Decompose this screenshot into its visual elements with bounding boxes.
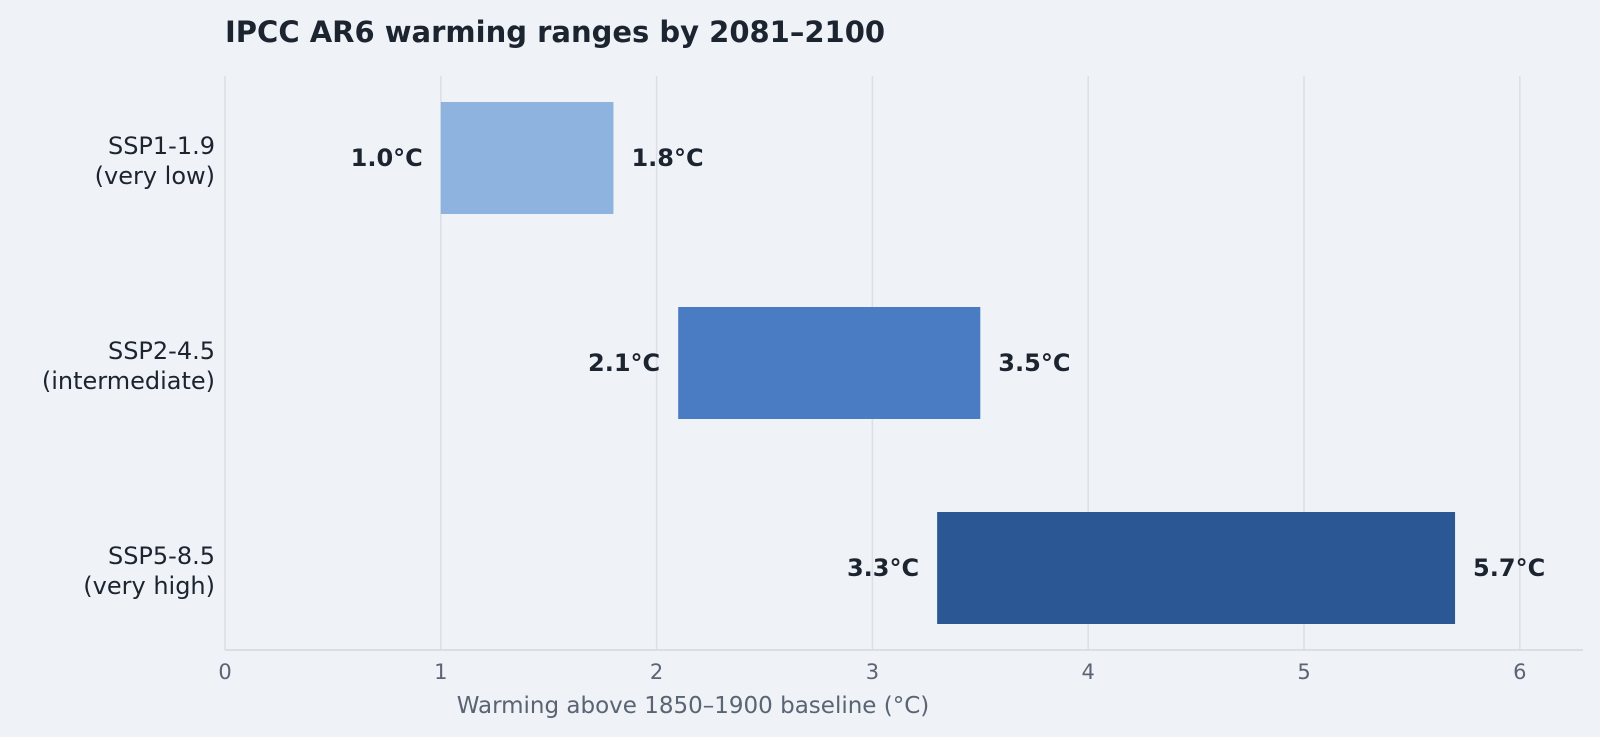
chart-title: IPCC AR6 warming ranges by 2081–2100 [225,15,885,49]
category-labels: SSP1-1.9 (very low) SSP2-4.5 (intermediate)… [42,132,215,600]
x-tick-label: 1 [434,660,447,684]
x-tick-label: 3 [866,660,879,684]
x-tick-label: 4 [1082,660,1095,684]
x-tick-label: 5 [1297,660,1310,684]
range-low-label: 2.1°C [588,349,660,377]
range-high-label: 1.8°C [631,144,703,172]
range-high-label: 3.5°C [998,349,1070,377]
category-label: SSP1-1.9 (very low) [95,132,215,190]
x-axis-label: Warming above 1850–1900 baseline (°C) [457,693,930,719]
category-label: SSP5-8.5 (very high) [83,542,215,600]
range-low-label: 1.0°C [351,144,423,172]
category-label: SSP2-4.5 (intermediate) [42,337,215,395]
range-low-label: 3.3°C [847,554,919,582]
range-high-label: 5.7°C [1473,554,1545,582]
x-tick-labels: 0 1 2 3 4 5 6 [218,660,1526,684]
range-bar [678,307,981,419]
range-bar [937,512,1456,624]
x-tick-label: 2 [650,660,663,684]
data-labels: 1.0°C 1.8°C 2.1°C 3.5°C 3.3°C 5.7°C [351,144,1546,582]
x-tick-label: 6 [1513,660,1526,684]
x-tick-label: 0 [218,660,231,684]
range-bars [440,102,1456,624]
range-bar [440,102,614,214]
